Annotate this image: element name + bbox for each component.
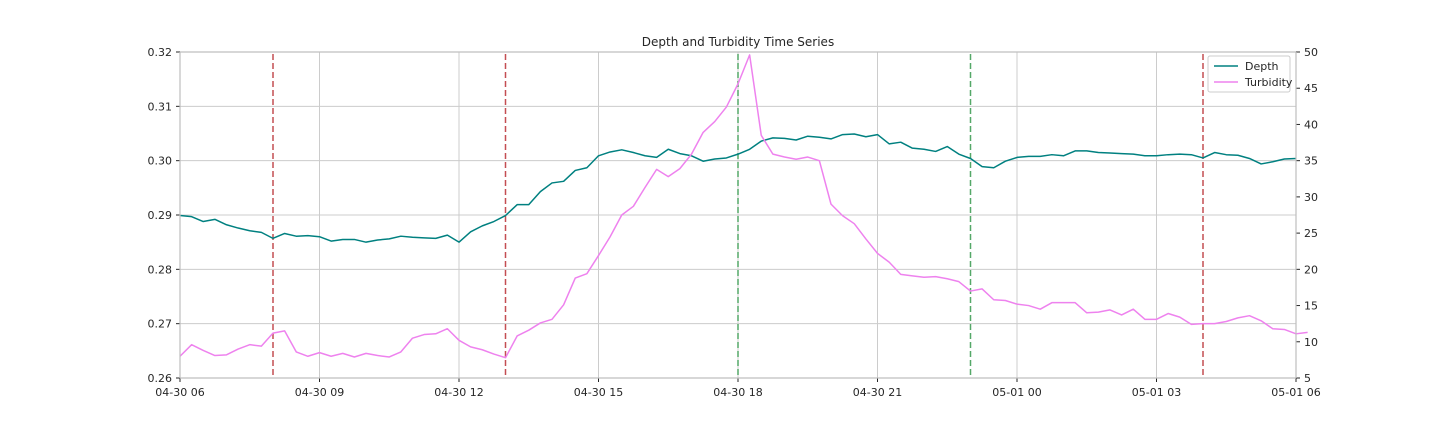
y-left-tick-label: 0.26: [148, 372, 173, 385]
x-tick-label: 04-30 15: [574, 386, 623, 399]
series-lines: [179, 54, 1308, 359]
y-right-tick-label: 25: [1304, 227, 1318, 240]
axes: 04-30 06 04-30 09 04-30 12 04-30 15 04-30 18…: [148, 46, 1321, 399]
y-right-tick-label: 40: [1304, 118, 1318, 131]
legend-box: [1207, 55, 1291, 93]
x-tick-label: 05-01 00: [992, 386, 1041, 399]
x-tick-label: 04-30 09: [295, 386, 344, 399]
y-right-tick-label: 15: [1304, 300, 1318, 313]
y-left-tick-label: 0.27: [148, 318, 173, 331]
x-tick-label: 05-01 06: [1271, 386, 1320, 399]
x-tick-label: 04-30 12: [434, 386, 483, 399]
x-tick-label: 04-30 21: [853, 386, 902, 399]
x-tick-label: 05-01 03: [1132, 386, 1181, 399]
y-right-tick-label: 30: [1304, 191, 1318, 204]
y-left-tick-label: 0.29: [148, 209, 173, 222]
x-tick-label: 04-30 06: [155, 386, 204, 399]
y-left-tick-label: 0.30: [148, 155, 173, 168]
y-left-tick-label: 0.31: [148, 100, 173, 113]
series-line-turbidity: [179, 54, 1308, 359]
y-right-tick-label: 50: [1304, 46, 1318, 59]
legend: Depth Turbidity: [1207, 55, 1293, 93]
y-right-tick-label: 35: [1304, 155, 1318, 168]
y-left-tick-label: 0.32: [148, 46, 173, 59]
legend-label-turbidity: Turbidity: [1244, 76, 1293, 89]
y-right-tick-label: 45: [1304, 82, 1318, 95]
chart-title: Depth and Turbidity Time Series: [642, 35, 834, 49]
y-right-tick-label: 10: [1304, 336, 1318, 349]
y-right-tick-label: 20: [1304, 263, 1318, 276]
y-right-tick-label: 5: [1304, 372, 1311, 385]
series-line-depth: [179, 133, 1297, 243]
legend-label-depth: Depth: [1245, 60, 1279, 73]
event-lines: [272, 54, 1204, 378]
y-left-tick-label: 0.28: [148, 263, 173, 276]
x-tick-label: 04-30 18: [713, 386, 762, 399]
